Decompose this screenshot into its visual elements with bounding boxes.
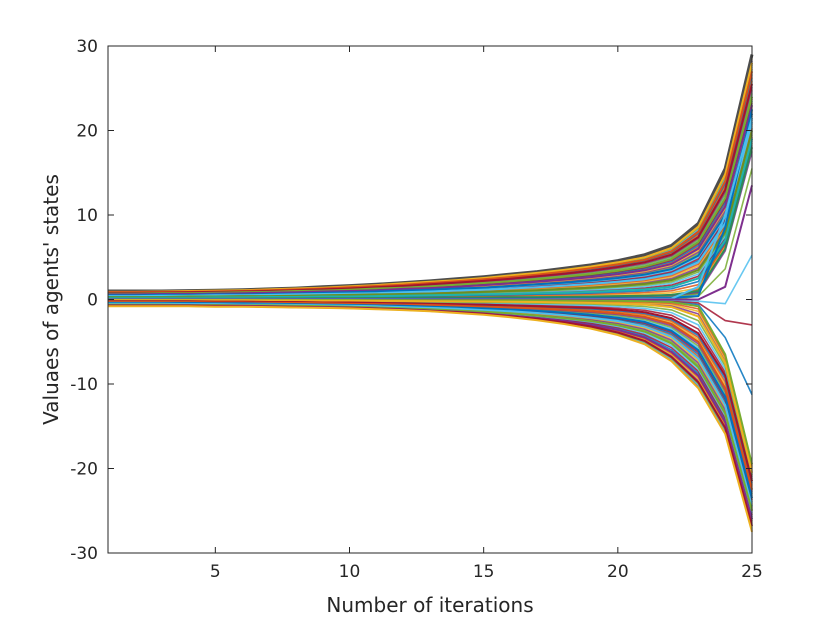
x-tick-label: 15 <box>473 562 495 582</box>
y-tick-label: -10 <box>70 375 98 395</box>
x-axis-title: Number of iterations <box>326 593 533 617</box>
series-line-16 <box>108 299 753 473</box>
x-tick-label: 5 <box>210 562 221 582</box>
x-tick-label: 25 <box>741 562 763 582</box>
series-line-24 <box>108 305 753 533</box>
y-tick-label: -20 <box>70 460 98 480</box>
series-line-10 <box>108 138 753 299</box>
series-lines <box>108 54 754 533</box>
y-axis-title: Valuaes of agents' states <box>39 174 63 425</box>
y-tick-label: 0 <box>87 291 98 311</box>
series-line-8 <box>108 121 753 298</box>
y-tick-label: 10 <box>76 206 98 226</box>
y-tick-label: -30 <box>70 544 98 564</box>
x-tick-label: 10 <box>339 562 361 582</box>
x-tick-label: 20 <box>607 562 629 582</box>
y-tick-label: 30 <box>76 37 98 57</box>
y-tick-label: 20 <box>76 122 98 142</box>
x-axis: 5 10 15 20 25 <box>210 46 763 582</box>
y-axis: -30 -20 -10 0 10 20 30 <box>70 37 752 564</box>
